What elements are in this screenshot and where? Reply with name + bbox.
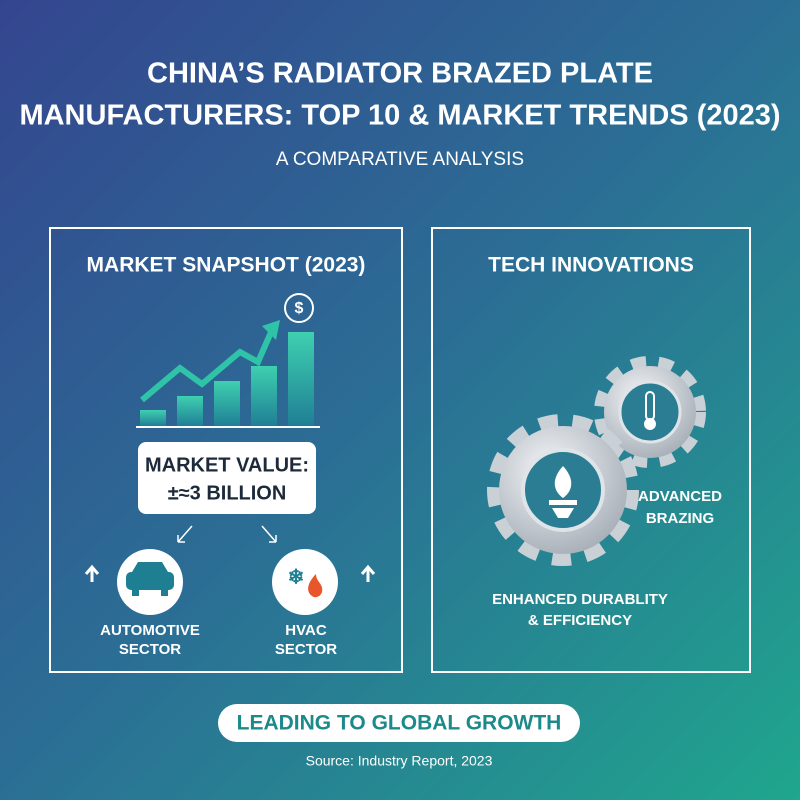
svg-text:$: $	[295, 300, 304, 317]
sector-label: SECTOR	[119, 641, 181, 658]
sector-icons: ❄	[84, 549, 376, 615]
source: Source: Industry Report, 2023	[306, 753, 493, 769]
sector-label: AUTOMOTIVE	[100, 622, 200, 639]
panel	[431, 227, 751, 673]
innovation-label: ADVANCED	[638, 488, 722, 505]
connector-arrows	[177, 525, 277, 543]
growth-chart-icon: $	[136, 293, 320, 428]
title-line: CHINA’S RADIATOR BRAZED PLATE	[147, 58, 653, 90]
banner-text: LEADING TO GLOBAL GROWTH	[237, 712, 562, 735]
panel-heading: MARKET SNAPSHOT (2023)	[87, 254, 366, 277]
innovation-label: & EFFICIENCY	[528, 612, 632, 629]
banner	[218, 704, 580, 742]
gears-icon	[487, 356, 706, 566]
innovation-label: ENHANCED DURABLITY	[492, 591, 668, 608]
subtitle: A COMPARATIVE ANALYSIS	[276, 149, 524, 170]
panel	[49, 227, 403, 673]
panel-heading: TECH INNOVATIONS	[488, 254, 694, 277]
market-value: ±≈3 BILLION	[168, 482, 287, 504]
value-label: MARKET VALUE:	[145, 454, 309, 476]
value-box	[138, 442, 316, 514]
sector-label: SECTOR	[275, 641, 337, 658]
svg-text:❄: ❄	[288, 566, 305, 588]
sector-label: HVAC	[285, 622, 327, 639]
innovation-label: BRAZING	[646, 510, 714, 527]
title-line: MANUFACTURERS: TOP 10 & MARKET TRENDS (2…	[19, 100, 780, 132]
